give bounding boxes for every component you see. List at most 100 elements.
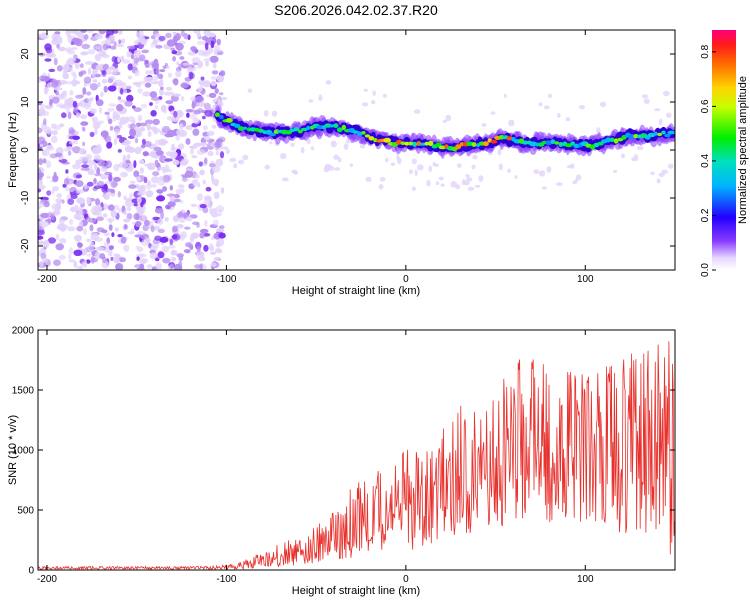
noise-blob	[39, 220, 49, 228]
noise-blob	[200, 252, 205, 258]
noise-blob	[133, 213, 140, 221]
noise-blob	[95, 246, 104, 251]
ridge-hot-spot	[237, 126, 245, 131]
noise-blob	[185, 216, 193, 222]
noise-blob	[96, 180, 105, 188]
ridge-halo-blob	[547, 93, 553, 99]
noise-blob	[56, 65, 63, 72]
noise-blob	[81, 43, 91, 50]
noise-blob	[46, 144, 54, 150]
noise-blob	[79, 148, 86, 155]
noise-blob	[183, 32, 189, 40]
ridge-hot-spot	[341, 124, 346, 130]
noise-blob	[38, 107, 46, 116]
noise-blob	[211, 262, 217, 268]
noise-blob	[174, 193, 180, 199]
noise-blob	[45, 104, 53, 110]
y-tick-label: 1000	[12, 446, 35, 457]
noise-blob	[191, 101, 196, 109]
noise-blob	[139, 30, 144, 38]
noise-blob	[165, 86, 173, 91]
y-tick-label: 0	[28, 566, 34, 577]
noise-blob	[187, 51, 196, 56]
noise-blob	[93, 185, 102, 190]
noise-blob	[139, 159, 145, 165]
noise-blob	[40, 252, 47, 260]
noise-blob	[179, 218, 186, 223]
noise-blob	[196, 149, 206, 156]
noise-blob	[199, 232, 205, 239]
noise-blob	[68, 140, 76, 145]
noise-blob	[206, 47, 214, 55]
noise-blob	[204, 157, 208, 165]
ridge-halo-blob	[478, 175, 484, 182]
ridge-hot-spot	[356, 131, 363, 137]
noise-blob	[59, 223, 67, 232]
noise-blob	[47, 237, 57, 244]
noise-blob	[149, 164, 153, 170]
noise-blob	[152, 128, 161, 133]
ridge-halo-blob	[411, 158, 417, 165]
ridge-halo-blob	[264, 164, 271, 170]
noise-blob	[136, 122, 141, 128]
noise-blob	[45, 47, 53, 54]
noise-blob	[212, 165, 221, 173]
colorbar-gradient	[712, 30, 736, 270]
ridge-hot-spot	[333, 123, 339, 128]
ridge-halo-blob	[417, 164, 424, 171]
noise-blob	[170, 47, 175, 51]
noise-blob	[54, 31, 61, 35]
noise-blob	[67, 150, 72, 156]
noise-blob	[83, 103, 92, 110]
noise-blob	[133, 170, 140, 178]
ridge-hot-spot	[214, 112, 220, 117]
ridge-hot-spot	[269, 132, 276, 137]
noise-blob	[172, 198, 182, 203]
ridge-halo-blob	[654, 108, 661, 112]
noise-blob	[61, 112, 67, 119]
noise-blob	[95, 198, 101, 206]
noise-blob	[68, 247, 74, 255]
noise-blob	[87, 244, 95, 252]
noise-blob	[110, 209, 117, 218]
noise-blob	[56, 193, 62, 198]
ridge-halo-blob	[300, 146, 305, 154]
noise-blob	[134, 234, 143, 238]
noise-blob	[144, 70, 152, 75]
ridge-halo-blob	[574, 179, 578, 184]
noise-blob	[191, 179, 198, 184]
noise-blob	[140, 103, 147, 109]
noise-blob	[171, 50, 178, 55]
noise-blob	[193, 109, 201, 115]
ridge-halo-blob	[612, 170, 618, 173]
snr-series-line	[38, 341, 675, 570]
y-tick-label: 10	[20, 96, 31, 108]
ridge-halo-blob	[318, 94, 323, 102]
noise-blob	[80, 167, 90, 171]
noise-blob	[123, 244, 130, 252]
noise-blob	[59, 238, 67, 244]
noise-blob	[215, 158, 224, 167]
noise-blob	[80, 30, 87, 33]
noise-blob	[158, 80, 163, 87]
noise-blob	[185, 124, 193, 131]
noise-blob	[142, 224, 149, 232]
noise-blob	[210, 236, 215, 241]
ridge-halo-blob	[546, 166, 552, 173]
noise-blob	[149, 252, 158, 260]
noise-blob	[110, 45, 117, 50]
ridge-hot-spot	[667, 130, 675, 135]
noise-blob	[94, 173, 102, 177]
noise-blob	[199, 228, 209, 234]
noise-blob	[86, 30, 95, 33]
noise-blob	[98, 30, 107, 35]
noise-blob	[101, 78, 108, 84]
noise-blob	[41, 76, 51, 82]
ridge-halo-blob	[408, 169, 413, 175]
noise-blob	[114, 79, 123, 84]
noise-blob	[107, 85, 117, 92]
noise-blob	[164, 164, 170, 173]
noise-blob	[195, 174, 200, 179]
noise-blob	[103, 183, 108, 192]
noise-blob	[176, 253, 184, 258]
